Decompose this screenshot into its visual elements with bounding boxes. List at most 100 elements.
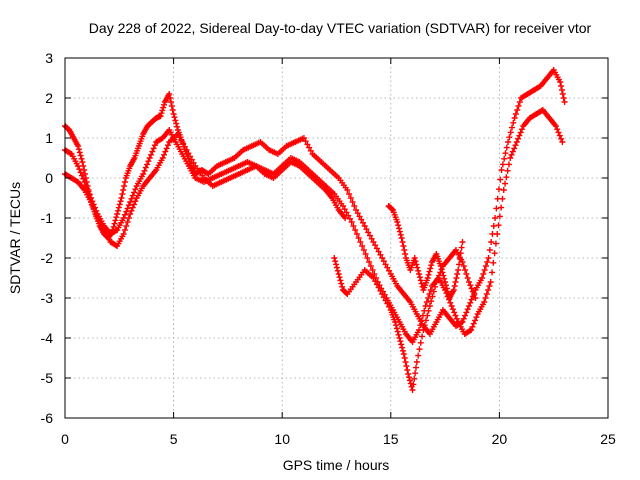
data-point: [183, 147, 190, 153]
data-point: [485, 255, 492, 261]
data-point: [483, 291, 490, 297]
y-axis-label: SDTVAR / TECUs: [7, 182, 23, 294]
data-point: [124, 219, 131, 225]
data-point: [511, 115, 518, 121]
data-point: [79, 159, 86, 165]
data-point: [497, 176, 504, 183]
data-point: [404, 367, 411, 373]
data-point: [508, 151, 515, 158]
data-point: [442, 279, 449, 285]
y-tick-label: -5: [41, 370, 54, 386]
data-point: [504, 167, 511, 174]
data-point: [558, 135, 565, 142]
data-point: [469, 323, 476, 330]
data-point: [481, 267, 488, 273]
data-point: [558, 87, 565, 93]
data-point: [508, 124, 515, 131]
data-point: [557, 79, 564, 85]
data-point: [507, 155, 514, 161]
data-point: [363, 226, 370, 233]
data-point: [339, 283, 346, 290]
chart-title: Day 228 of 2022, Sidereal Day-to-day VTE…: [89, 20, 592, 36]
series-track-b: [62, 107, 566, 345]
data-point: [81, 171, 88, 177]
data-point: [432, 283, 439, 290]
data-point: [159, 155, 166, 161]
data-point: [499, 195, 506, 202]
data-point: [396, 225, 403, 232]
data-point: [144, 161, 151, 168]
data-point: [412, 364, 419, 371]
data-point: [384, 300, 391, 307]
data-point: [304, 141, 311, 148]
data-point: [490, 223, 497, 229]
data-point: [89, 202, 96, 209]
x-tick-label: 0: [61, 431, 69, 447]
data-point: [161, 151, 168, 158]
data-point: [132, 186, 139, 193]
data-point: [112, 217, 119, 224]
data-point: [392, 319, 399, 325]
data-point: [356, 213, 363, 220]
data-point: [375, 284, 382, 291]
data-point: [333, 261, 340, 268]
data-point: [492, 215, 499, 221]
data-point: [342, 215, 349, 221]
data-point: [412, 258, 419, 265]
data-point: [306, 144, 313, 151]
data-point: [81, 179, 88, 185]
data-point: [386, 303, 393, 310]
data-point: [440, 272, 447, 279]
data-point: [500, 187, 507, 193]
data-point: [337, 277, 344, 284]
data-point: [460, 263, 467, 269]
data-point: [473, 314, 480, 321]
data-point: [349, 199, 356, 205]
data-point: [428, 262, 435, 269]
data-point: [397, 338, 404, 345]
data-point: [554, 126, 561, 133]
data-point: [346, 191, 353, 197]
data-point: [394, 328, 401, 335]
data-point: [176, 134, 183, 141]
data-point: [366, 232, 373, 239]
data-point: [173, 120, 180, 127]
data-point: [82, 182, 89, 189]
data-point: [75, 143, 82, 149]
data-point: [117, 198, 124, 205]
data-point: [124, 205, 131, 212]
data-point: [421, 322, 428, 329]
data-point: [409, 387, 416, 393]
data-point: [462, 267, 469, 273]
data-point: [90, 205, 97, 212]
y-tick-label: 2: [45, 90, 53, 106]
data-point: [331, 255, 338, 261]
data-point: [168, 103, 175, 109]
data-point: [167, 95, 174, 101]
data-point: [467, 282, 474, 289]
data-point: [344, 187, 351, 193]
data-point: [513, 139, 520, 145]
data-point: [425, 307, 432, 314]
data-point: [93, 211, 100, 218]
data-point: [506, 134, 513, 141]
data-point: [75, 163, 82, 169]
data-point: [448, 303, 455, 309]
data-point: [512, 142, 519, 149]
data-point: [414, 264, 421, 271]
data-point: [373, 245, 380, 252]
plot-frame: [64, 57, 609, 419]
data-point: [148, 151, 155, 158]
data-point: [516, 99, 523, 105]
data-point: [492, 240, 499, 247]
data-point: [560, 95, 567, 101]
data-point: [413, 261, 420, 268]
data-point: [128, 195, 135, 202]
data-point: [88, 199, 95, 205]
data-point: [501, 155, 508, 162]
data-point: [401, 247, 408, 253]
data-point: [300, 135, 307, 141]
data-point: [439, 269, 446, 276]
data-point: [114, 207, 121, 214]
